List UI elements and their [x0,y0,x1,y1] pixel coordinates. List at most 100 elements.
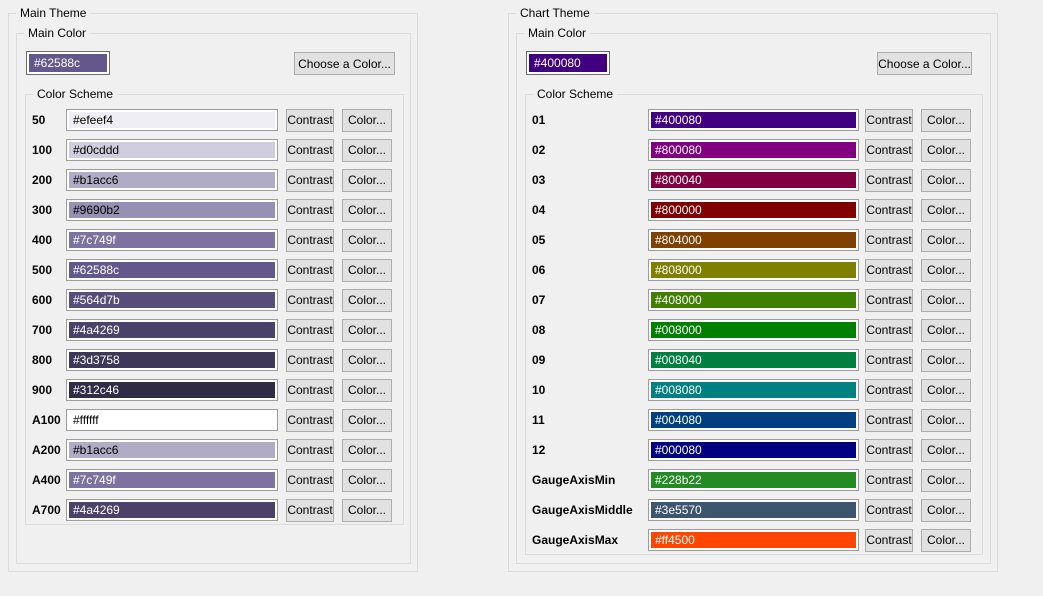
contrast-button[interactable]: Contrast [286,348,334,372]
contrast-button[interactable]: Contrast [865,318,913,342]
contrast-button[interactable]: Contrast [865,498,913,522]
choose-color-button[interactable]: Choose a Color... [294,52,395,75]
color-button[interactable]: Color... [921,138,971,162]
contrast-button[interactable]: Contrast [286,288,334,312]
contrast-button[interactable]: Contrast [865,408,913,432]
color-button[interactable]: Color... [921,228,971,252]
contrast-button[interactable]: Contrast [865,138,913,162]
color-scheme-row: 06 #808000 Contrast Color... [526,255,982,285]
contrast-button[interactable]: Contrast [286,258,334,282]
color-button[interactable]: Color... [921,438,971,462]
contrast-button[interactable]: Contrast [865,108,913,132]
color-button[interactable]: Color... [342,288,392,312]
color-button[interactable]: Color... [921,318,971,342]
color-button[interactable]: Color... [342,498,392,522]
color-scheme-row: 01 #400080 Contrast Color... [526,105,982,135]
contrast-button[interactable]: Contrast [865,198,913,222]
color-button[interactable]: Color... [342,108,392,132]
color-scheme-row: 05 #804000 Contrast Color... [526,225,982,255]
scheme-color-swatch: #efeef4 [66,109,278,131]
contrast-button[interactable]: Contrast [286,108,334,132]
color-button[interactable]: Color... [342,348,392,372]
color-scheme-row: GaugeAxisMin #228b22 Contrast Color... [526,465,982,495]
row-buttons: Contrast Color... [865,258,971,282]
contrast-button[interactable]: Contrast [286,408,334,432]
color-button[interactable]: Color... [921,528,971,552]
scheme-color-swatch: #564d7b [66,289,278,311]
color-button[interactable]: Color... [342,438,392,462]
color-button[interactable]: Color... [342,228,392,252]
color-button[interactable]: Color... [921,348,971,372]
color-button[interactable]: Color... [342,258,392,282]
color-scheme-row: 900 #312c46 Contrast Color... [26,375,403,405]
contrast-button[interactable]: Contrast [865,228,913,252]
contrast-button[interactable]: Contrast [865,468,913,492]
color-scheme-row: A100 #ffffff Contrast Color... [26,405,403,435]
color-button[interactable]: Color... [342,468,392,492]
color-scheme-row: 07 #408000 Contrast Color... [526,285,982,315]
contrast-button[interactable]: Contrast [286,228,334,252]
contrast-button[interactable]: Contrast [286,438,334,462]
row-buttons: Contrast Color... [865,318,971,342]
scheme-entry-label: 400 [32,233,53,247]
color-button[interactable]: Color... [921,468,971,492]
row-buttons: Contrast Color... [286,168,392,192]
contrast-button[interactable]: Contrast [865,528,913,552]
contrast-button[interactable]: Contrast [286,138,334,162]
color-button[interactable]: Color... [921,408,971,432]
contrast-button[interactable]: Contrast [865,168,913,192]
row-buttons: Contrast Color... [286,408,392,432]
contrast-button[interactable]: Contrast [286,498,334,522]
color-button[interactable]: Color... [342,378,392,402]
contrast-button[interactable]: Contrast [865,258,913,282]
scheme-color-swatch: #800000 [648,199,859,221]
contrast-button[interactable]: Contrast [865,288,913,312]
scheme-color-swatch: #804000 [648,229,859,251]
color-scheme-row: 800 #3d3758 Contrast Color... [26,345,403,375]
scheme-color-swatch: #b1acc6 [66,169,278,191]
color-scheme-row: A200 #b1acc6 Contrast Color... [26,435,403,465]
choose-color-button[interactable]: Choose a Color... [877,52,972,75]
row-buttons: Contrast Color... [865,378,971,402]
color-button[interactable]: Color... [921,378,971,402]
color-button[interactable]: Color... [342,408,392,432]
color-button[interactable]: Color... [342,168,392,192]
contrast-button[interactable]: Contrast [865,438,913,462]
row-buttons: Contrast Color... [286,468,392,492]
color-button[interactable]: Color... [921,108,971,132]
row-buttons: Contrast Color... [865,348,971,372]
row-buttons: Contrast Color... [865,198,971,222]
scheme-color-swatch: #228b22 [648,469,859,491]
contrast-button[interactable]: Contrast [286,168,334,192]
contrast-button[interactable]: Contrast [865,378,913,402]
color-button[interactable]: Color... [342,318,392,342]
scheme-color-swatch: #d0cddd [66,139,278,161]
contrast-button[interactable]: Contrast [286,198,334,222]
color-button[interactable]: Color... [921,198,971,222]
color-button[interactable]: Color... [921,258,971,282]
scheme-entry-label: 03 [532,173,546,187]
scheme-color-swatch: #4a4269 [66,319,278,341]
contrast-button[interactable]: Contrast [286,318,334,342]
row-buttons: Contrast Color... [286,438,392,462]
scheme-entry-label: 10 [532,383,546,397]
contrast-button[interactable]: Contrast [286,468,334,492]
color-button[interactable]: Color... [342,198,392,222]
color-button[interactable]: Color... [921,498,971,522]
scheme-entry-label: 300 [32,203,53,217]
contrast-button[interactable]: Contrast [286,378,334,402]
contrast-button[interactable]: Contrast [865,348,913,372]
color-button[interactable]: Color... [921,168,971,192]
color-scheme-title: Color Scheme [533,87,618,101]
scheme-color-swatch: #7c749f [66,229,278,251]
scheme-entry-label: 08 [532,323,546,337]
color-button[interactable]: Color... [342,138,392,162]
row-buttons: Contrast Color... [865,468,971,492]
scheme-entry-label: 800 [32,353,53,367]
row-buttons: Contrast Color... [865,108,971,132]
color-button[interactable]: Color... [921,288,971,312]
row-buttons: Contrast Color... [286,258,392,282]
row-buttons: Contrast Color... [286,198,392,222]
scheme-entry-label: 500 [32,263,53,277]
scheme-color-swatch: #4a4269 [66,499,278,521]
